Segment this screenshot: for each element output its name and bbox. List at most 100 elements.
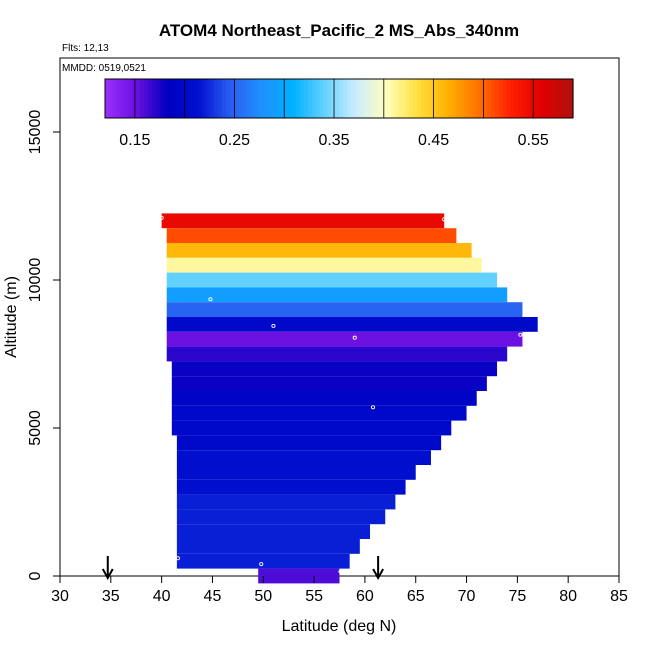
colorbar-segment xyxy=(249,79,254,118)
colorbar-segment xyxy=(374,79,379,118)
colorbar-segment xyxy=(346,79,352,118)
colorbar-tick-label: 0.25 xyxy=(219,132,250,149)
x-tick-label: 45 xyxy=(204,588,222,605)
colorbar-segment xyxy=(233,79,239,118)
heatmap-band xyxy=(176,435,442,451)
heatmap-band xyxy=(166,287,508,303)
colorbar-segment xyxy=(108,79,114,118)
colorbar-tick-label: 0.55 xyxy=(518,132,549,149)
colorbar-segment xyxy=(354,79,360,118)
colorbar-segment xyxy=(237,79,243,118)
colorbar-segment xyxy=(339,79,344,118)
heatmap-band xyxy=(171,361,498,377)
colorbar-segment xyxy=(163,79,168,118)
x-tick-label: 65 xyxy=(407,588,425,605)
colorbar-segment xyxy=(366,79,371,118)
colorbar-segment xyxy=(284,79,289,118)
colorbar-segment xyxy=(463,79,469,118)
colorbar-segment xyxy=(268,79,274,118)
x-tick-label: 60 xyxy=(356,588,374,605)
colorbar-segment xyxy=(448,79,453,118)
colorbar-segment xyxy=(530,79,535,118)
colorbar-segment xyxy=(159,79,165,118)
colorbar-segment xyxy=(456,79,461,118)
colorbar-segment xyxy=(553,79,558,118)
sample-point xyxy=(442,217,447,222)
colorbar-segment xyxy=(565,79,570,118)
colorbar-segment xyxy=(311,79,317,118)
colorbar-segment xyxy=(198,79,204,118)
colorbar-segment xyxy=(261,79,266,118)
colorbar-segment xyxy=(502,79,508,118)
colorbar-segment xyxy=(335,79,340,118)
colorbar-segment xyxy=(210,79,215,118)
colorbar-segment xyxy=(105,79,110,118)
colorbar-segment xyxy=(420,79,426,118)
colorbar-segment xyxy=(300,79,305,118)
colorbar-segment xyxy=(128,79,133,118)
colorbar-segment xyxy=(358,79,363,118)
heatmap-band xyxy=(258,568,340,584)
heatmap-band xyxy=(166,331,523,347)
x-tick-label: 80 xyxy=(559,588,577,605)
colorbar-segment xyxy=(518,79,523,118)
heatmap-band xyxy=(166,317,538,332)
heatmap-band xyxy=(166,257,482,273)
x-tick-label: 85 xyxy=(610,588,628,605)
colorbar-segment xyxy=(147,79,153,118)
colorbar-segment xyxy=(378,79,383,118)
colorbar-segment xyxy=(510,79,516,118)
colorbar-segment xyxy=(167,79,172,118)
colorbar-segment xyxy=(315,79,321,118)
colorbar-segment xyxy=(116,79,122,118)
sample-point xyxy=(159,215,164,220)
sample-point xyxy=(352,335,357,340)
colorbar-segment xyxy=(475,79,480,118)
colorbar-segment xyxy=(405,79,410,118)
colorbar-segment xyxy=(179,79,184,118)
colorbar-segment xyxy=(112,79,118,118)
colorbar-segment xyxy=(124,79,129,118)
y-tick-label: 5000 xyxy=(27,410,44,446)
sample-point xyxy=(518,332,523,337)
chart-title: ATOM4 Northeast_Pacific_2 MS_Abs_340nm xyxy=(159,21,519,40)
x-tick-label: 40 xyxy=(153,588,171,605)
heatmap-band xyxy=(171,391,477,406)
heatmap-band xyxy=(176,465,416,480)
colorbar-segment xyxy=(342,79,348,118)
x-tick-label: 50 xyxy=(254,588,272,605)
colorbar-segment xyxy=(151,79,157,118)
heatmap-band xyxy=(176,553,350,569)
colorbar-segment xyxy=(186,79,192,118)
colorbar-segment xyxy=(561,79,566,118)
colorbar-segment xyxy=(483,79,488,118)
latitude-arrows xyxy=(101,556,384,581)
sample-point xyxy=(175,556,180,561)
colorbar-segment xyxy=(296,79,301,118)
colorbar-segment xyxy=(202,79,207,118)
colorbar-segment xyxy=(370,79,375,118)
colorbar-segment xyxy=(459,79,465,118)
heatmap-band xyxy=(176,539,360,554)
colorbar-segment xyxy=(409,79,414,118)
heatmap-band xyxy=(176,524,370,539)
y-tick-label: 0 xyxy=(27,571,44,580)
heatmap-band xyxy=(161,213,445,229)
colorbar-segment xyxy=(514,79,519,118)
colorbar-segment xyxy=(155,79,161,118)
colorbar-segment xyxy=(253,79,258,118)
sample-point xyxy=(370,405,376,410)
colorbar-segment xyxy=(428,79,434,118)
colorbar-segment xyxy=(280,79,285,118)
colorbar-segment xyxy=(413,79,418,118)
colorbar-segment xyxy=(487,79,492,118)
colorbar-segment xyxy=(362,79,367,118)
x-tick-label: 55 xyxy=(305,588,323,605)
colorbar-segment xyxy=(526,79,531,118)
colorbar-segment xyxy=(214,79,219,118)
colorbar-segment xyxy=(222,79,227,118)
colorbar-tick-label: 0.15 xyxy=(119,132,150,149)
sample-point xyxy=(338,569,343,574)
colorbar-segment xyxy=(140,79,145,118)
